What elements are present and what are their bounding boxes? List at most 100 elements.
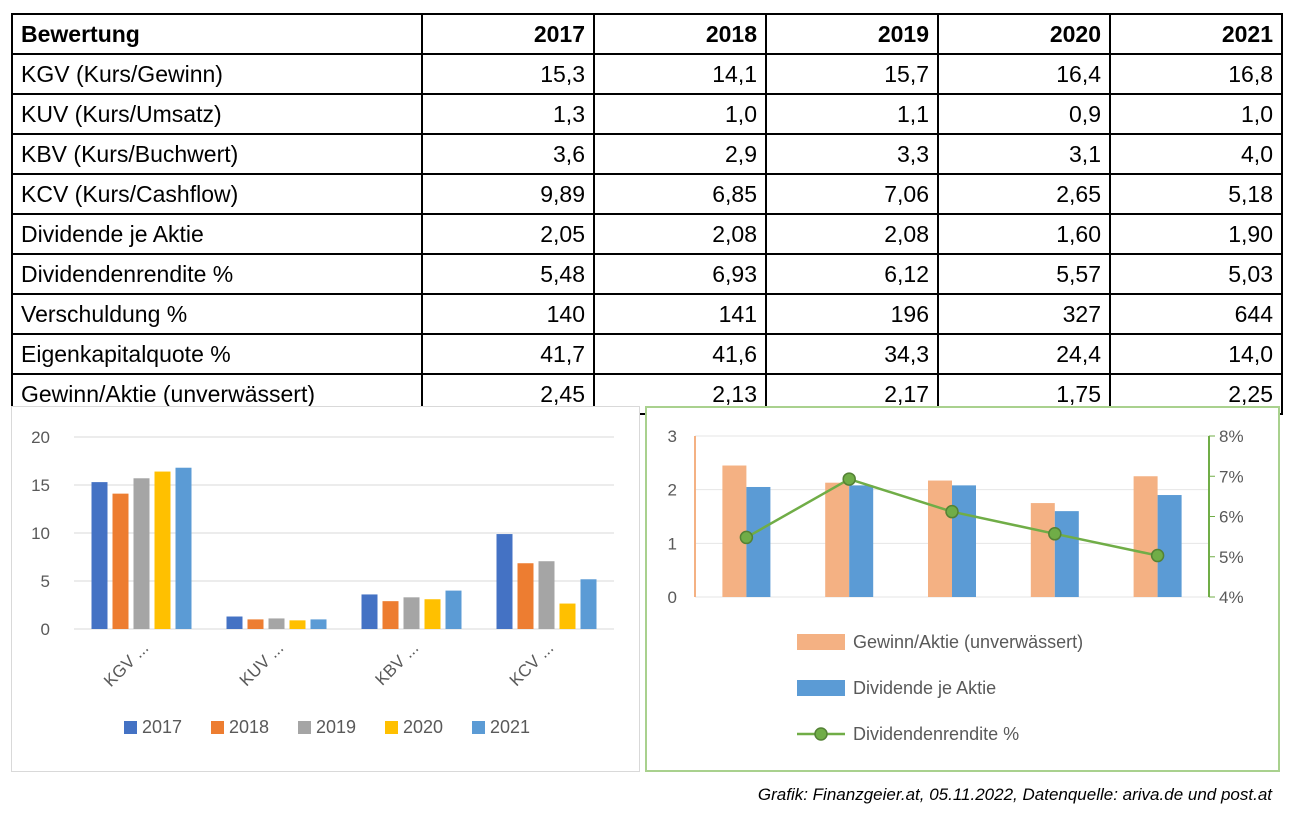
y-tick-label: 5 xyxy=(41,572,50,591)
value-cell: 2020 xyxy=(937,13,1111,55)
bar xyxy=(517,563,534,629)
line-marker xyxy=(739,530,754,545)
value-cell: 9,89 xyxy=(421,173,595,215)
source-caption: Grafik: Finanzgeier.at, 05.11.2022, Date… xyxy=(757,785,1272,804)
value-cell: 2,9 xyxy=(593,133,767,175)
bar xyxy=(445,590,462,629)
bar xyxy=(112,493,129,629)
ratio-bar-chart-svg: 0 5 10 15 20 KGV ... KUV ... KBV ... KCV ... 2017… xyxy=(31,428,614,737)
table-row: Dividendenrendite % 5,48 6,93 6,12 5,57 5,03 xyxy=(11,253,1283,295)
legend-swatch xyxy=(211,721,224,734)
line-marker xyxy=(945,504,959,519)
bar xyxy=(849,485,874,597)
value-cell: 16,8 xyxy=(1109,53,1283,95)
value-cell: 41,6 xyxy=(593,333,767,375)
value-cell: 7,06 xyxy=(765,173,939,215)
legend-swatch xyxy=(124,721,137,734)
legend-label: 2017 xyxy=(142,717,182,737)
y-tick-label: 0 xyxy=(41,620,50,639)
legend-swatch xyxy=(385,721,398,734)
bar xyxy=(496,534,513,629)
value-cell: 1,0 xyxy=(1109,93,1283,135)
value-cell: 140 xyxy=(421,293,595,335)
bar xyxy=(310,619,327,629)
legend-label: Dividendenrendite % xyxy=(853,724,1019,744)
value-cell: 34,3 xyxy=(765,333,939,375)
value-cell: 2,08 xyxy=(765,213,939,255)
table-row: KCV (Kurs/Cashflow) 9,89 6,85 7,06 2,65 5,18 xyxy=(11,173,1283,215)
value-cell: 2,65 xyxy=(937,173,1111,215)
dividend-combo-chart-svg: 0 1 2 3 4% 5% 6% 7% 8% Gewinn/Aktie (unverwässert… xyxy=(668,427,1244,744)
x-tick-label: KGV ... xyxy=(100,638,152,690)
value-cell: 6,12 xyxy=(765,253,939,295)
line-marker xyxy=(1150,548,1165,563)
x-tick-label: KBV ... xyxy=(371,638,422,689)
bar xyxy=(538,561,555,629)
value-cell: 6,93 xyxy=(593,253,767,295)
value-cell: 196 xyxy=(765,293,939,335)
value-cell: 1,0 xyxy=(593,93,767,135)
value-cell: 2019 xyxy=(765,13,939,55)
row-label-cell: KBV (Kurs/Buchwert) xyxy=(11,133,423,175)
value-cell: 15,7 xyxy=(765,53,939,95)
bar xyxy=(403,597,420,629)
bar xyxy=(580,579,597,629)
value-cell: 14,0 xyxy=(1109,333,1283,375)
table-row: Eigenkapitalquote % 41,7 41,6 34,3 24,4 14,0 xyxy=(11,333,1283,375)
value-cell: 2,05 xyxy=(421,213,595,255)
table-row: KUV (Kurs/Umsatz) 1,3 1,0 1,1 0,9 1,0 xyxy=(11,93,1283,135)
value-cell: 644 xyxy=(1109,293,1283,335)
bar xyxy=(133,478,150,629)
value-cell: 1,60 xyxy=(937,213,1111,255)
value-cell: 3,1 xyxy=(937,133,1111,175)
ratio-bar-chart: 0 5 10 15 20 KGV ... KUV ... KBV ... KCV ... 2017… xyxy=(11,406,640,772)
value-cell: 0,9 xyxy=(937,93,1111,135)
legend-label: 2021 xyxy=(490,717,530,737)
bar xyxy=(289,620,306,629)
bar xyxy=(175,467,192,629)
table-row: KGV (Kurs/Gewinn) 15,3 14,1 15,7 16,4 16,8 xyxy=(11,53,1283,95)
legend-label: 2020 xyxy=(403,717,443,737)
legend-marker xyxy=(814,727,828,741)
row-label-cell: KGV (Kurs/Gewinn) xyxy=(11,53,423,95)
y2-tick-label: 5% xyxy=(1219,548,1244,567)
valuation-table: Bewertung 2017 2018 2019 2020 2021 KGV (Kurs/G… xyxy=(11,13,1283,415)
bar xyxy=(154,471,171,629)
y-tick-label: 3 xyxy=(668,427,677,446)
value-cell: 2018 xyxy=(593,13,767,55)
y-tick-label: 1 xyxy=(668,534,677,553)
y2-tick-label: 8% xyxy=(1219,427,1244,446)
value-cell: 5,03 xyxy=(1109,253,1283,295)
value-cell: 5,57 xyxy=(937,253,1111,295)
table-row: Verschuldung % 140 141 196 327 644 xyxy=(11,293,1283,335)
table-header-row: Bewertung 2017 2018 2019 2020 2021 xyxy=(11,13,1283,55)
legend-swatch xyxy=(472,721,485,734)
bar xyxy=(952,485,976,597)
value-cell: 1,1 xyxy=(765,93,939,135)
bar xyxy=(91,482,108,629)
value-cell: 6,85 xyxy=(593,173,767,215)
bar xyxy=(722,465,747,597)
value-cell: 24,4 xyxy=(937,333,1111,375)
line-marker xyxy=(842,472,856,486)
y-tick-label: 10 xyxy=(31,524,50,543)
x-tick-label: KUV ... xyxy=(236,638,288,690)
y-tick-label: 15 xyxy=(31,476,50,495)
bar xyxy=(424,599,441,629)
y2-tick-label: 4% xyxy=(1219,588,1244,607)
value-cell: 16,4 xyxy=(937,53,1111,95)
bar xyxy=(559,603,576,629)
y-tick-label: 2 xyxy=(668,481,677,500)
value-cell: 2,08 xyxy=(593,213,767,255)
bar xyxy=(268,618,285,629)
value-cell: 2021 xyxy=(1109,13,1283,55)
legend-swatch xyxy=(797,634,845,650)
line-marker xyxy=(1048,527,1062,541)
value-cell: 327 xyxy=(937,293,1111,335)
row-label-cell: Bewertung xyxy=(11,13,423,55)
table-row: Dividende je Aktie 2,05 2,08 2,08 1,60 1,90 xyxy=(11,213,1283,255)
value-cell: 5,48 xyxy=(421,253,595,295)
bar xyxy=(1133,476,1158,597)
value-cell: 141 xyxy=(593,293,767,335)
value-cell: 41,7 xyxy=(421,333,595,375)
